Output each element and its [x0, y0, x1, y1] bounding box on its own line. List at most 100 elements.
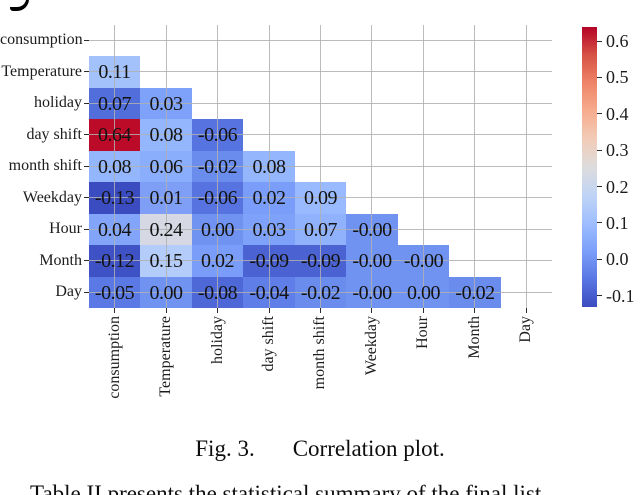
- heatmap-cell-value: 0.06: [149, 155, 184, 178]
- heatmap-cell-value: 0.02: [201, 250, 235, 272]
- heatmap-cell-value: -0.09: [249, 250, 289, 272]
- x-tick-label: Day: [517, 316, 535, 343]
- heatmap-cell-value: 0.08: [149, 124, 184, 146]
- x-axis-tick: [474, 308, 476, 313]
- colorbar-tick-label: 0.0: [606, 249, 629, 270]
- heatmap-cell-value: 0.02: [252, 187, 287, 209]
- heatmap-cell: -0.00: [398, 245, 449, 277]
- x-axis-tick: [165, 308, 167, 313]
- heatmap-cell: -0.02: [295, 277, 346, 308]
- x-axis-tick: [114, 308, 116, 313]
- x-tick-label: Hour: [414, 316, 432, 349]
- heatmap-cell: -0.04: [243, 277, 295, 308]
- x-tick-label: day shift: [260, 316, 278, 372]
- colorbar-tick-label: 0.6: [606, 31, 629, 52]
- colorbar-tick-label: 0.3: [606, 140, 629, 161]
- x-axis-tick: [268, 308, 270, 313]
- heatmap-cell-value: -0.04: [249, 281, 289, 304]
- heatmap-cell-value: 0.00: [201, 218, 235, 241]
- heatmap-cell-value: 0.08: [252, 155, 287, 178]
- heatmap-cell: -0.09: [295, 245, 346, 277]
- colorbar-tick: [597, 40, 602, 42]
- heatmap-cell-value: 0.24: [149, 218, 184, 241]
- y-axis-tick: [84, 71, 89, 73]
- y-axis-tick: [84, 197, 89, 199]
- heatmap-cell-value: 0.07: [98, 92, 132, 115]
- heatmap-cell-value: 0.15: [149, 250, 184, 272]
- colorbar-tick: [597, 258, 602, 260]
- x-axis-tick: [217, 308, 219, 313]
- gridline-horizontal: [89, 228, 552, 230]
- colorbar-tick-label: 0.2: [606, 176, 629, 197]
- heatmap-cell-value: -0.13: [94, 187, 135, 209]
- y-tick-label: holiday: [34, 94, 82, 112]
- y-axis-tick: [84, 134, 89, 136]
- heatmap-cell: 0.01: [140, 182, 192, 214]
- y-tick-label: day shift: [26, 125, 82, 143]
- colorbar-tick-label: 0.1: [606, 212, 629, 233]
- x-tick-label: Temperature: [157, 316, 175, 397]
- y-axis-tick: [84, 102, 89, 104]
- heatmap-cell-value: -0.00: [403, 250, 444, 272]
- x-tick-label: holiday: [208, 316, 226, 364]
- y-tick-label: Day: [55, 283, 82, 301]
- heatmap-cell-value: 0.03: [149, 92, 184, 115]
- heatmap-cell: -0.00: [346, 245, 398, 277]
- x-axis-tick: [525, 308, 527, 313]
- x-tick-label: Weekday: [362, 316, 380, 376]
- y-tick-label: Weekday: [22, 188, 82, 206]
- x-tick-label: consumption: [105, 316, 123, 399]
- y-tick-label: Month: [39, 251, 82, 269]
- heatmap-cell: -0.05: [89, 277, 140, 308]
- heatmap-cell-value: -0.02: [197, 155, 238, 178]
- heatmap-cell-value: -0.08: [197, 281, 238, 304]
- y-axis-tick: [84, 228, 89, 230]
- y-axis-tick: [84, 291, 89, 293]
- heatmap-cell: 0.08: [243, 151, 295, 182]
- heatmap-cell-value: -0.09: [300, 250, 341, 272]
- heatmap-cell-value: -0.02: [455, 281, 495, 304]
- figure-caption: Fig. 3. Correlation plot.: [0, 436, 640, 462]
- heatmap-cell-value: -0.05: [94, 281, 135, 304]
- heatmap-cell: -0.06: [192, 119, 243, 151]
- heatmap-cell: -0.00: [346, 277, 398, 308]
- colorbar-tick: [597, 186, 602, 187]
- heatmap-cell: 0.15: [140, 245, 192, 277]
- y-tick-label: Hour: [49, 220, 82, 238]
- heatmap-cell: -0.00: [346, 214, 398, 245]
- gridline-horizontal: [89, 291, 552, 293]
- x-tick-label: Month: [465, 316, 483, 359]
- gridline-horizontal: [89, 102, 552, 104]
- colorbar-tick-label: 0.5: [606, 67, 629, 88]
- heatmap-cell: 0.00: [140, 277, 192, 308]
- heatmap-cell-value: 0.64: [98, 124, 132, 146]
- heatmap-cell-value: -0.00: [352, 281, 392, 304]
- heatmap-cell-value: 0.04: [98, 218, 132, 241]
- gridline-horizontal: [89, 39, 552, 41]
- colorbar-tick: [597, 76, 602, 78]
- x-tick-label: month shift: [311, 316, 329, 390]
- heatmap-cell-value: 0.08: [98, 155, 132, 178]
- figure-caption-number: Fig. 3.: [195, 436, 255, 461]
- heatmap-cell-value: 0.01: [149, 187, 184, 209]
- heatmap-cell-value: 0.09: [304, 187, 338, 209]
- heatmap-cell: -0.12: [89, 245, 140, 277]
- heatmap-cell: -0.08: [192, 277, 243, 308]
- heatmap-cell-value: -0.06: [197, 124, 238, 146]
- colorbar-tick-label: -0.1: [606, 285, 635, 306]
- heatmap-cell-value: 0.00: [407, 281, 441, 304]
- heatmap-cell-value: 0.11: [98, 61, 131, 83]
- heatmap-cell: -0.02: [192, 151, 243, 182]
- heatmap-cell-value: -0.12: [94, 250, 135, 272]
- heatmap-cell-value: -0.06: [197, 187, 238, 209]
- figure-caption-title: Correlation plot.: [292, 436, 445, 461]
- heatmap-cell: -0.13: [89, 182, 140, 214]
- colorbar-tick: [597, 113, 602, 115]
- y-tick-label: month shift: [8, 157, 82, 175]
- y-axis-tick: [84, 165, 89, 167]
- heatmap-cell: 0.07: [295, 214, 346, 245]
- heatmap-cell-value: -0.00: [352, 218, 392, 241]
- body-text-cropped-line: Table II presents the statistical summar…: [30, 481, 542, 495]
